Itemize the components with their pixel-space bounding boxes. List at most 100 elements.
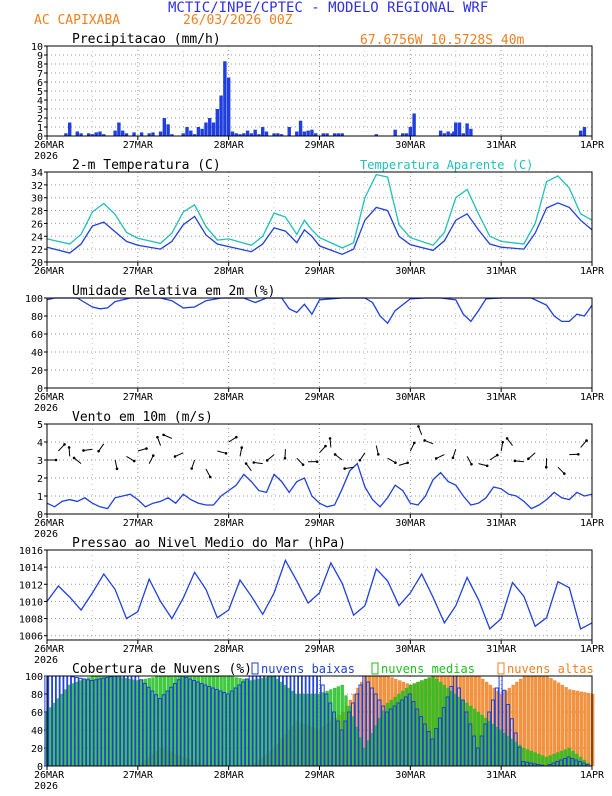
wind-arrow-head [527, 457, 530, 460]
precip-bar [253, 130, 256, 136]
precip-bar [197, 127, 200, 136]
x-tick-label: 28MAR [214, 518, 245, 529]
x-tick-label: 28MAR [214, 266, 245, 277]
x-tick-label: 26MAR [34, 770, 65, 781]
y-tick-label: 1006 [19, 632, 43, 643]
precip-bar [189, 131, 192, 136]
wind-arrow [335, 454, 342, 460]
precip-bar [219, 96, 222, 137]
y-tick-label: 80 [31, 690, 43, 701]
legend-label: nuvens medias [381, 662, 475, 676]
precip-bar [117, 123, 120, 137]
wind-arrow [164, 435, 172, 439]
wind-arrow [217, 451, 226, 453]
precip-bar [121, 131, 124, 136]
x-tick-label: 27MAR [123, 518, 154, 529]
panel-legend-extra: Temperatura Aparente (C) [360, 158, 533, 172]
panel-title: Precipitacao (mm/h) [72, 32, 221, 47]
x-tick-label: 29MAR [304, 266, 335, 277]
x-tick-label: 29MAR [304, 392, 335, 403]
wind-arrow-head [343, 467, 346, 470]
y-tick-label: 100 [25, 672, 43, 683]
x-tick-label: 28MAR [214, 770, 245, 781]
x-tick-label: 27MAR [123, 266, 154, 277]
wind-arrow-head [496, 454, 499, 457]
wind-arrow-head [174, 455, 177, 458]
y-tick-label: 22 [31, 245, 43, 256]
legend-label: nuvens altas [507, 662, 594, 676]
precip-bar [204, 123, 207, 137]
wind-arrow [138, 449, 147, 451]
wind-arrow [69, 447, 70, 456]
y-tick-label: 1 [37, 492, 43, 503]
precip-bar [151, 132, 154, 136]
precip-bar [216, 109, 219, 136]
legend-label: nuvens baixas [261, 662, 355, 676]
y-tick-label: 4 [37, 438, 43, 449]
wind-arrow-head [486, 464, 489, 467]
cloud-bar-nuvens-medias [545, 757, 548, 766]
x-year-label: 2026 [34, 781, 58, 792]
wind-arrow [528, 453, 535, 459]
x-year-label: 2026 [34, 151, 58, 162]
cloud-bar-nuvens-altas [542, 676, 545, 766]
x-tick-label: 31MAR [486, 518, 517, 529]
x-tick-label: 31MAR [486, 770, 517, 781]
precip-bar [299, 121, 302, 136]
wind-arrow-head [82, 449, 85, 452]
x-tick-label: 29MAR [304, 644, 335, 655]
wind-arrow-head [156, 436, 159, 439]
wind-arrow-head [145, 447, 148, 450]
x-tick-label: 26MAR [34, 644, 65, 655]
wind-arrow [267, 455, 274, 461]
x-tick-label: 29MAR [304, 770, 335, 781]
panel-title: Cobertura de Nuvens (%) [72, 662, 252, 677]
precip-bar [166, 124, 169, 136]
cloud-bar-nuvens-medias [541, 756, 544, 767]
precip-bar [223, 61, 226, 136]
wind-arrow-head [116, 468, 119, 471]
wind-arrow-head [406, 461, 409, 464]
precip-bar [132, 132, 135, 136]
y-tick-label: 1008 [19, 615, 43, 626]
precip-bar [303, 132, 306, 137]
precip-bar [200, 129, 203, 136]
wind-arrow [58, 444, 64, 451]
x-tick-label: 28MAR [214, 644, 245, 655]
x-tick-label: 31MAR [486, 644, 517, 655]
wind-arrow [515, 461, 524, 462]
wind-arrow-head [417, 425, 420, 428]
precip-bar [454, 123, 457, 137]
cloud-bar-nuvens-altas [538, 676, 541, 766]
wind-arrow-head [359, 459, 362, 462]
x-year-label: 2026 [34, 529, 58, 540]
wind-arrow-head [162, 434, 165, 437]
wind-arrow [453, 449, 456, 458]
wind-arrow [192, 460, 195, 469]
legend-swatch [372, 663, 378, 674]
wind-arrow-head [209, 476, 212, 479]
cloud-bar-nuvens-altas [549, 678, 552, 766]
legend-swatch [498, 663, 504, 674]
wind-arrow-head [68, 446, 71, 449]
wind-arrow-head [73, 457, 76, 460]
wind-arrow-head [316, 460, 319, 463]
wind-arrow-head [452, 456, 455, 459]
wind-arrow-head [435, 457, 438, 460]
x-tick-label: 26MAR [34, 140, 65, 151]
wind-arrow-head [545, 466, 548, 469]
y-tick-label: 5 [37, 420, 43, 431]
wind-arrow [74, 458, 81, 464]
precip-bar [246, 131, 249, 136]
y-tick-label: 2 [37, 474, 43, 485]
wind-arrow-head [377, 453, 380, 456]
wind-arrow [206, 469, 210, 477]
x-tick-label: 1APR [580, 140, 605, 151]
wind-arrow [558, 467, 564, 473]
wind-arrow [376, 446, 378, 455]
y-tick-label: 34 [31, 168, 43, 179]
